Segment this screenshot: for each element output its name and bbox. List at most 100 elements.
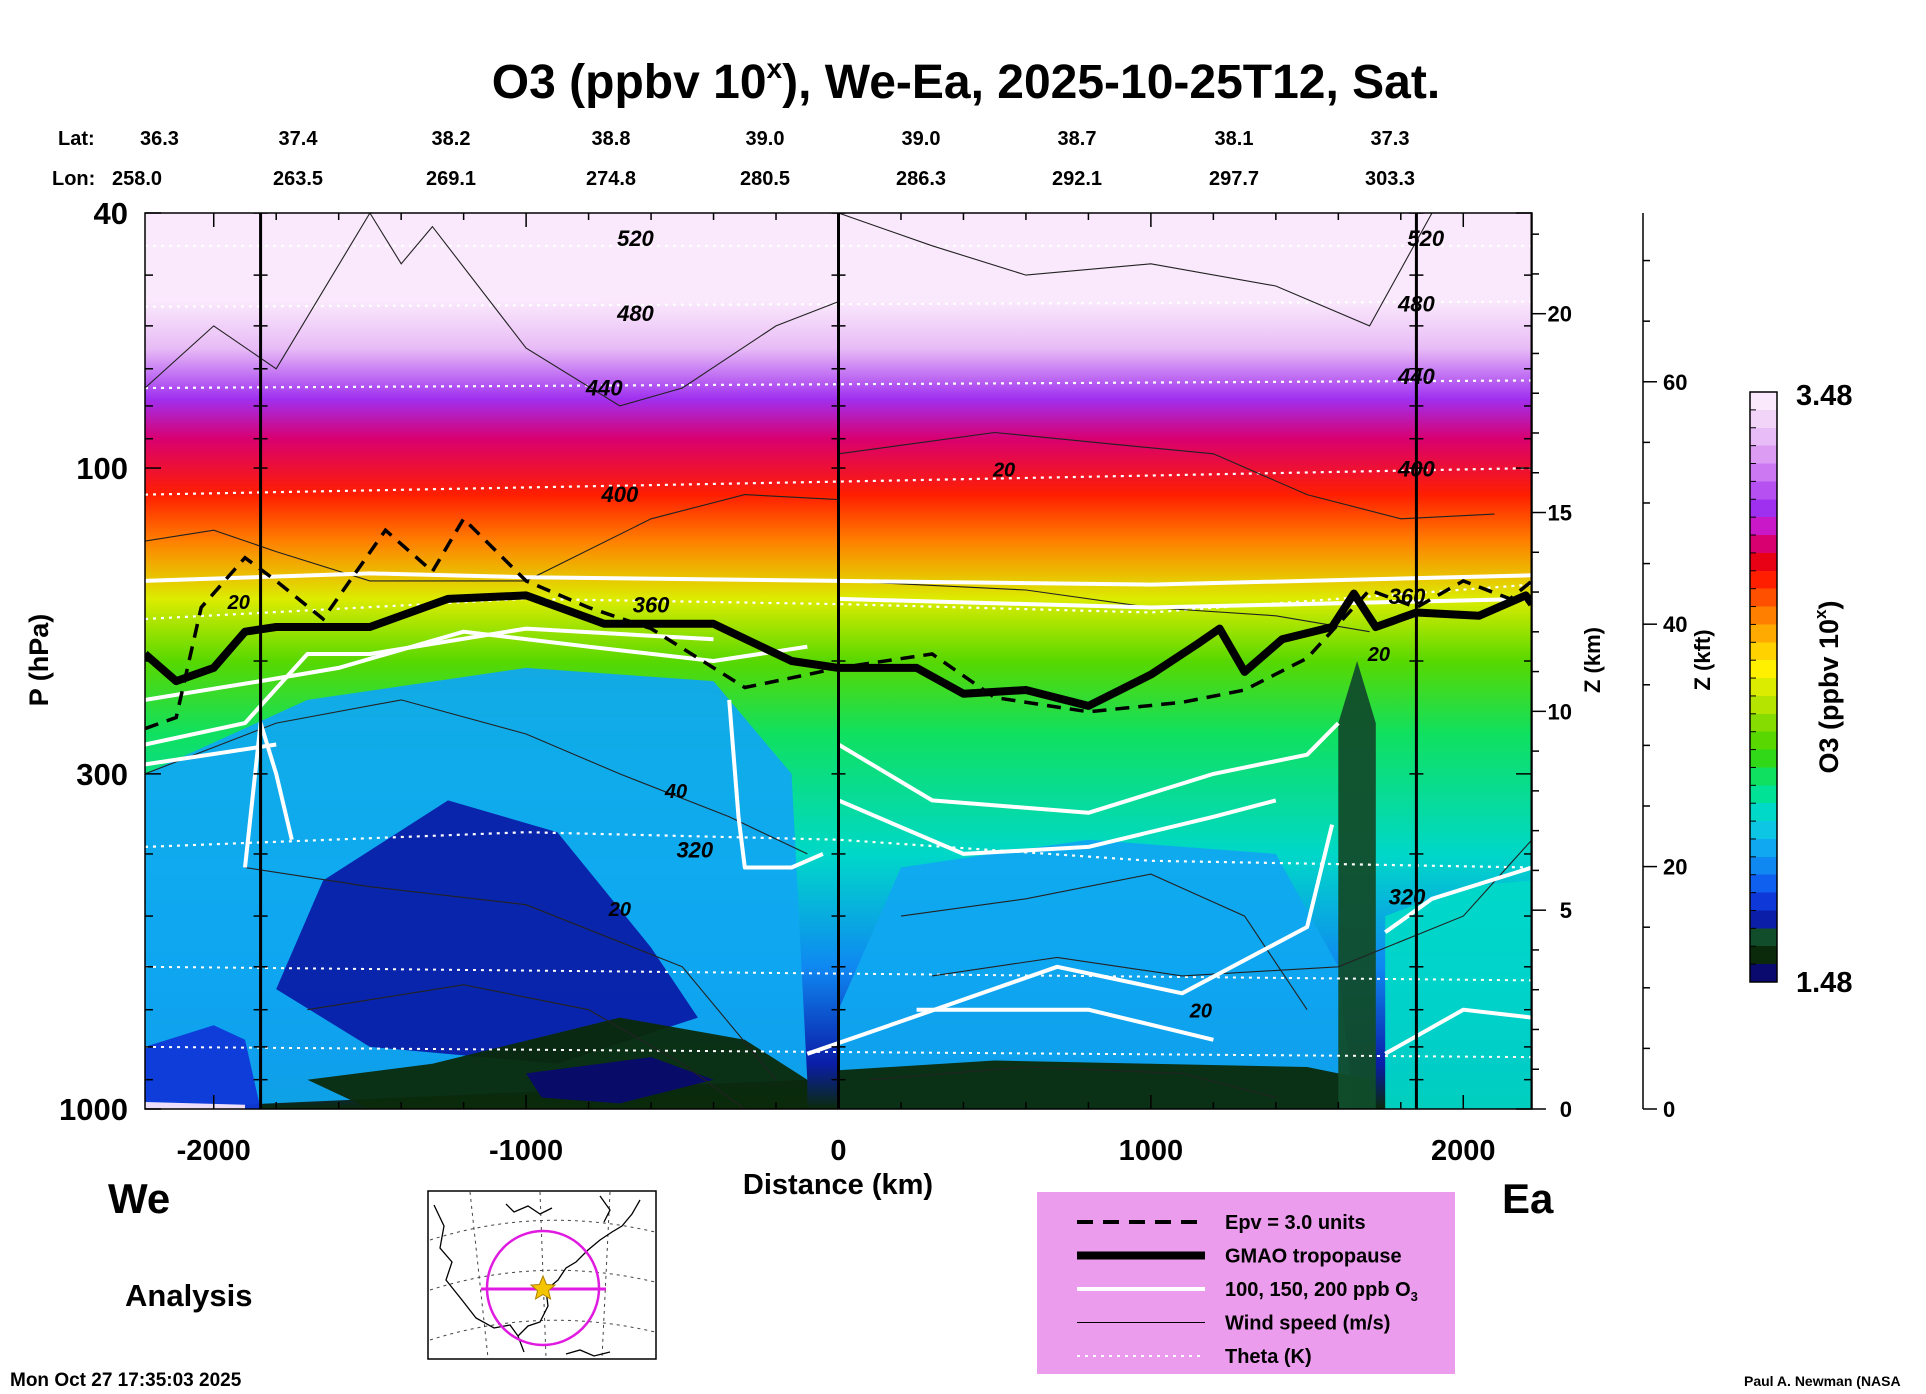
lat-value: 37.4 xyxy=(279,128,319,150)
z-kft-tick-label: 60 xyxy=(1663,370,1687,395)
contour-label: 20 xyxy=(1367,644,1390,666)
z-km-tick-label: 20 xyxy=(1548,302,1572,327)
contour-label: 20 xyxy=(992,459,1015,481)
z-km-axis-title: Z (km) xyxy=(1580,627,1605,693)
p-tick-label: 100 xyxy=(76,451,128,486)
map-coastline xyxy=(433,1195,641,1357)
legend-label: Wind speed (m/s) xyxy=(1225,1313,1390,1335)
contour-label: 20 xyxy=(227,592,250,614)
lon-value: 263.5 xyxy=(273,168,323,190)
z-kft-tick-label: 0 xyxy=(1663,1097,1675,1122)
wind-speed-contours xyxy=(145,213,1532,1109)
contour-label: 520 xyxy=(617,226,654,251)
lon-value: 297.7 xyxy=(1209,168,1259,190)
analysis-label: Analysis xyxy=(125,1278,253,1313)
x-tick-label: -2000 xyxy=(177,1135,251,1167)
x-axis: -2000 -1000 0 1000 2000 xyxy=(177,213,1496,1167)
lat-value: 38.8 xyxy=(592,128,631,150)
p-axis-title: P (hPa) xyxy=(24,614,54,707)
contour-label: 480 xyxy=(616,301,654,326)
x-tick-label: -1000 xyxy=(489,1135,563,1167)
plot-area: 20 40 20 20 20 20 320 320 360 360 400 400 440 440 480 4… xyxy=(144,212,1533,1110)
contour-label: 440 xyxy=(1397,364,1435,389)
o3-ppb-contour xyxy=(243,721,294,868)
o3-ppb-contour xyxy=(837,721,1340,815)
z-kft-axis: 0 20 40 60 xyxy=(1642,213,1687,1122)
wind-speed-contour xyxy=(244,866,777,1081)
wind-speed-contour xyxy=(145,494,839,582)
green-region-far-east xyxy=(1385,880,1532,1109)
map-frame xyxy=(427,1190,657,1360)
lat-value: 38.2 xyxy=(432,128,471,150)
contour-label: 320 xyxy=(1389,885,1426,910)
z-km-axis: 0 5 10 15 20 xyxy=(1530,213,1572,1122)
lat-value: 37.3 xyxy=(1371,128,1410,150)
colorbar-min-label: 1.48 xyxy=(1796,967,1852,999)
legend: Epv = 3.0 units GMAO tropopause 100, 150, … xyxy=(1037,1192,1455,1374)
lon-value: 292.1 xyxy=(1052,168,1102,190)
contour-label: 400 xyxy=(600,482,638,507)
p-tick-label: 300 xyxy=(76,757,128,792)
o3-ppb-contour xyxy=(145,626,714,747)
lat-value: 39.0 xyxy=(902,128,941,150)
p-tick-label: 1000 xyxy=(59,1092,128,1127)
z-kft-tick-label: 40 xyxy=(1663,612,1687,637)
x-tick-label: 0 xyxy=(830,1135,846,1167)
lat-value: 39.0 xyxy=(746,128,785,150)
lat-value: 38.1 xyxy=(1215,128,1254,150)
legend-label: Theta (K) xyxy=(1225,1346,1312,1368)
o3-ppb-contour xyxy=(916,1007,1214,1042)
z-km-tick-label: 0 xyxy=(1560,1097,1572,1122)
wind-speed-contour xyxy=(307,984,746,1109)
contour-label: 40 xyxy=(664,781,687,803)
x-tick-label: 2000 xyxy=(1431,1135,1496,1167)
missing-data-strip xyxy=(145,1102,245,1109)
station-vertical-lines xyxy=(253,213,1424,1109)
east-label: Ea xyxy=(1502,1175,1554,1222)
wind-speed-contour xyxy=(145,699,808,855)
inset-map xyxy=(427,1190,657,1360)
z-km-tick-label: 5 xyxy=(1560,898,1572,923)
blue-region-far-west xyxy=(145,1025,261,1109)
colorbar: 3.48 1.48 O3 (ppbv 10x) xyxy=(1749,380,1852,999)
contour-label: 320 xyxy=(676,837,713,862)
lon-value: 258.0 xyxy=(112,168,162,190)
contour-label: 400 xyxy=(1397,456,1435,481)
legend-label: Epv = 3.0 units xyxy=(1225,1212,1366,1234)
deep-blue-region-east xyxy=(838,1060,1370,1109)
contour-label: 20 xyxy=(608,899,631,921)
lon-label: Lon: xyxy=(52,168,95,190)
contour-label: 520 xyxy=(1407,226,1444,251)
lat-value: 38.7 xyxy=(1058,128,1097,150)
timestamp: Mon Oct 27 17:35:03 2025 xyxy=(10,1370,242,1391)
lon-value: 280.5 xyxy=(740,168,790,190)
star-icon xyxy=(529,1274,557,1301)
wind-speed-contour xyxy=(932,839,1532,977)
wind-speed-contour xyxy=(145,213,839,407)
z-km-tick-label: 15 xyxy=(1548,501,1572,526)
lat-row: Lat: 36.3 37.4 38.2 38.8 39.0 39.0 38.7 38.1 37.… xyxy=(58,128,1409,150)
p-tick-label: 40 xyxy=(94,196,128,231)
tropopause-line xyxy=(145,589,1532,710)
contour-labels: 20 40 20 20 20 20 320 320 360 360 400 400 440 440 480 4… xyxy=(227,226,1445,1023)
colorbar-ramp xyxy=(1749,391,1778,983)
lon-row: Lon: 258.0 263.5 269.1 274.8 280.5 286.3 292.1… xyxy=(52,168,1415,190)
o3-ppb-contour xyxy=(145,571,1532,587)
chart-title: O3 (ppbv 10x), We-Ea, 2025-10-25T12, Sat… xyxy=(492,53,1440,109)
wind-speed-contour xyxy=(838,213,1433,327)
z-kft-tick-label: 20 xyxy=(1663,855,1687,880)
lon-value: 286.3 xyxy=(896,168,946,190)
credit: Paul A. Newman (NASA xyxy=(1744,1373,1901,1389)
o3-ppb-contour xyxy=(1384,1007,1532,1056)
lon-value: 269.1 xyxy=(426,168,476,190)
wind-speed-contour xyxy=(869,1066,1276,1099)
contour-label: 360 xyxy=(633,592,670,617)
z-km-tick-label: 10 xyxy=(1548,699,1572,724)
o3-ppb-contour xyxy=(806,824,1335,1056)
z-kft-axis-title: Z (kft) xyxy=(1690,629,1715,690)
blue-column xyxy=(1338,661,1376,1109)
lon-value: 303.3 xyxy=(1365,168,1415,190)
lon-value: 274.8 xyxy=(586,168,636,190)
colorbar-max-label: 3.48 xyxy=(1796,380,1852,412)
x-tick-label: 1000 xyxy=(1119,1135,1184,1167)
